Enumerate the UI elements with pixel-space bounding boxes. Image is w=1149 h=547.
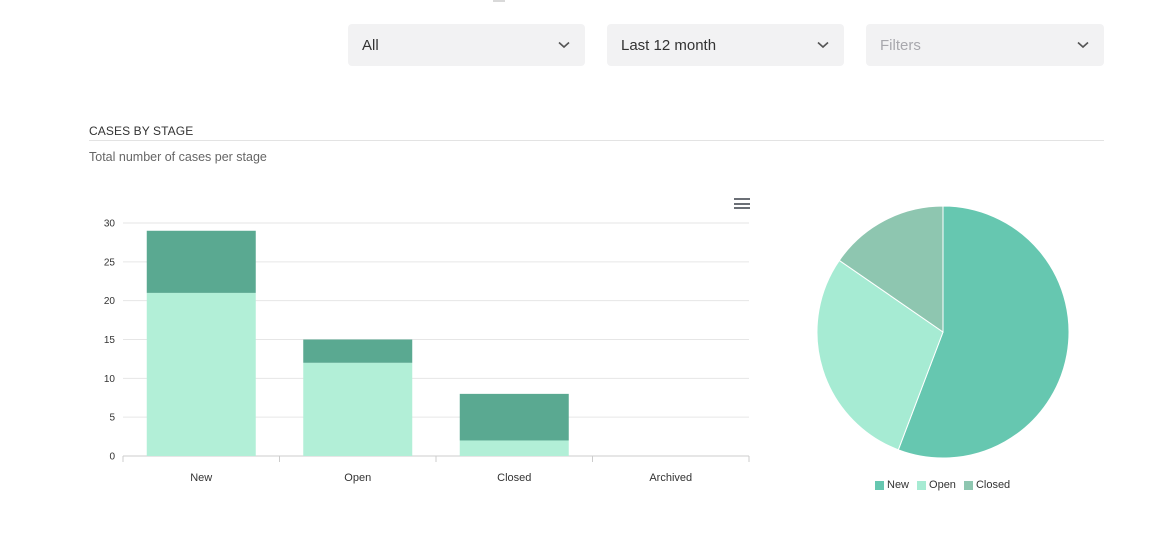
y-tick-label: 30 — [104, 219, 116, 230]
y-tick-label: 15 — [104, 335, 116, 346]
top-edge-marker — [493, 0, 505, 2]
filters-select-placeholder: Filters — [880, 36, 921, 54]
bar-new-segment-2 — [146, 230, 256, 293]
legend-swatch-closed — [963, 480, 973, 490]
pie-slice-new — [897, 205, 1070, 459]
legend-label-open: Open — [929, 479, 956, 491]
legend-item-closed[interactable]: Closed — [963, 479, 1011, 491]
bar-open-segment-1 — [303, 362, 413, 456]
chevron-down-icon — [816, 38, 830, 52]
y-tick-label: 5 — [109, 413, 115, 424]
x-tick-label: New — [190, 472, 212, 484]
period-select-value: Last 12 month — [621, 36, 717, 54]
pie-slice-open — [816, 259, 944, 451]
pie-slice-closed — [838, 205, 944, 333]
y-tick-label: 10 — [104, 374, 116, 385]
legend-item-open[interactable]: Open — [917, 479, 956, 491]
bar-closed-segment-2 — [459, 393, 569, 441]
legend-item-new[interactable]: New — [875, 479, 909, 491]
scope-select-value: All — [362, 36, 379, 54]
legend-swatch-open — [917, 480, 927, 490]
section-title: CASES BY STAGE — [89, 124, 194, 138]
filters-select[interactable]: Filters — [866, 24, 1104, 66]
bar-closed-segment-1 — [459, 440, 569, 456]
chevron-down-icon — [1076, 38, 1090, 52]
section-divider — [89, 140, 1104, 141]
bar-open-segment-2 — [303, 339, 413, 363]
x-tick-label: Closed — [497, 472, 531, 484]
section-subtitle: Total number of cases per stage — [89, 150, 267, 164]
y-tick-label: 20 — [104, 296, 116, 307]
y-tick-label: 25 — [104, 257, 116, 268]
y-tick-label: 0 — [109, 452, 115, 463]
legend-label-new: New — [887, 479, 910, 491]
pie-chart — [816, 205, 1070, 459]
chart-menu-icon[interactable] — [734, 198, 750, 212]
chevron-down-icon — [557, 38, 571, 52]
period-select[interactable]: Last 12 month — [607, 24, 844, 66]
x-tick-label: Archived — [649, 472, 692, 484]
bar-new-segment-1 — [146, 292, 256, 456]
legend-label-closed: Closed — [975, 479, 1011, 491]
legend-swatch-new — [875, 480, 884, 490]
scope-select[interactable]: All — [348, 24, 585, 66]
pie-legend: New Open Closed — [875, 479, 1010, 491]
x-tick-label: Open — [344, 472, 371, 484]
